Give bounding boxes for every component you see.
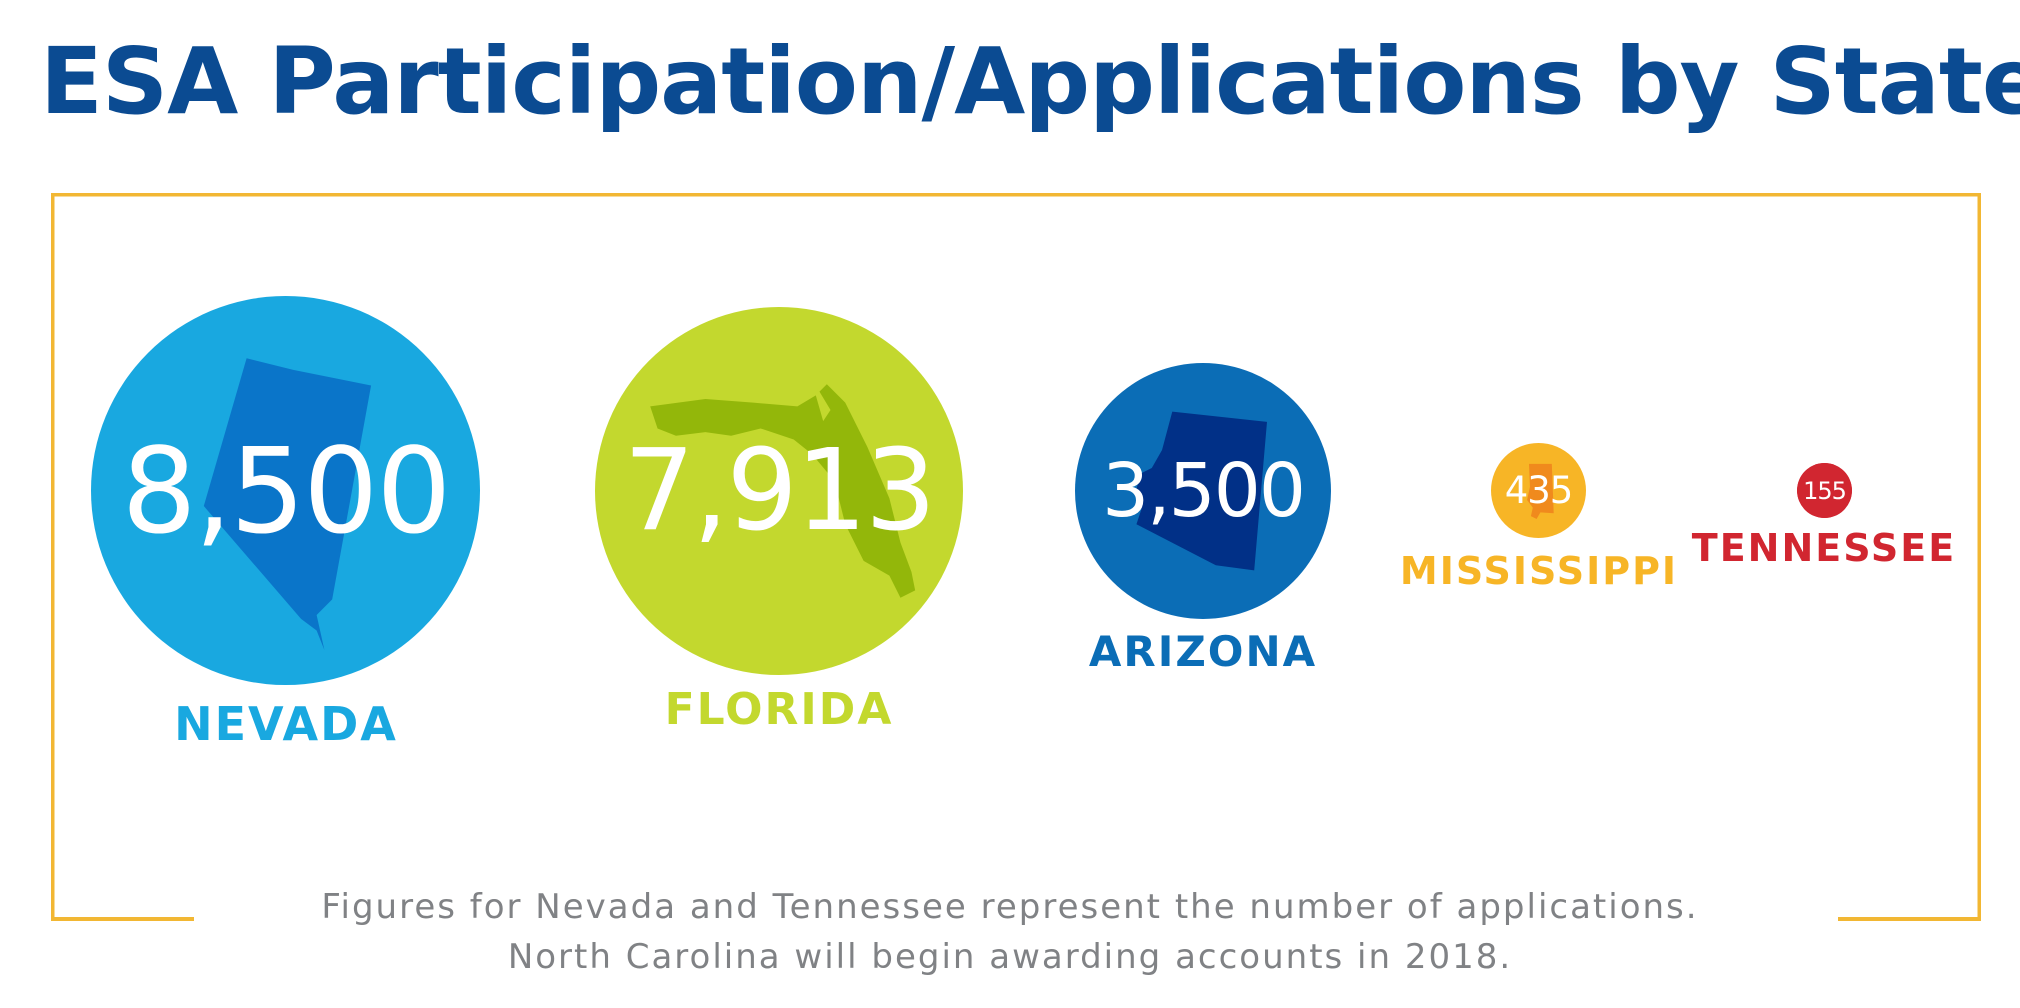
frame-border — [51, 193, 1981, 921]
state-label: FLORIDA — [664, 684, 894, 735]
chart-title: ESA Participation/Applications by State — [40, 28, 2020, 135]
value-label: 435 — [1504, 469, 1574, 512]
footnote: Figures for Nevada and Tennessee represe… — [0, 882, 2020, 982]
tennessee-map-icon — [1797, 463, 1852, 518]
nevada-map-icon — [203, 358, 372, 650]
footnote-line: Figures for Nevada and Tennessee represe… — [321, 887, 1699, 927]
mississippi-map-icon — [1527, 463, 1554, 519]
bubble-arizona: 3,500 — [1075, 363, 1331, 619]
value-label: 7,913 — [623, 426, 937, 556]
state-label: ARIZONA — [1088, 627, 1318, 676]
footnote-line: North Carolina will begin awarding accou… — [507, 937, 1513, 977]
bubble-nevada: 8,500 — [91, 296, 480, 685]
florida-map-icon — [650, 384, 916, 598]
value-label: 3,500 — [1102, 448, 1306, 534]
arizona-map-icon — [1136, 411, 1267, 571]
bubble-tennessee: 155 — [1797, 463, 1852, 518]
state-label: TENNESSEE — [1691, 526, 1957, 570]
chart-frame — [51, 193, 1981, 921]
bubble-florida: 7,913 — [595, 307, 963, 675]
bubble-mississippi: 435 — [1491, 443, 1586, 538]
value-label: 8,500 — [121, 421, 452, 560]
value-label: 155 — [1803, 476, 1847, 505]
state-label: MISSISSIPPI — [1399, 549, 1679, 593]
state-label: NEVADA — [174, 697, 398, 751]
